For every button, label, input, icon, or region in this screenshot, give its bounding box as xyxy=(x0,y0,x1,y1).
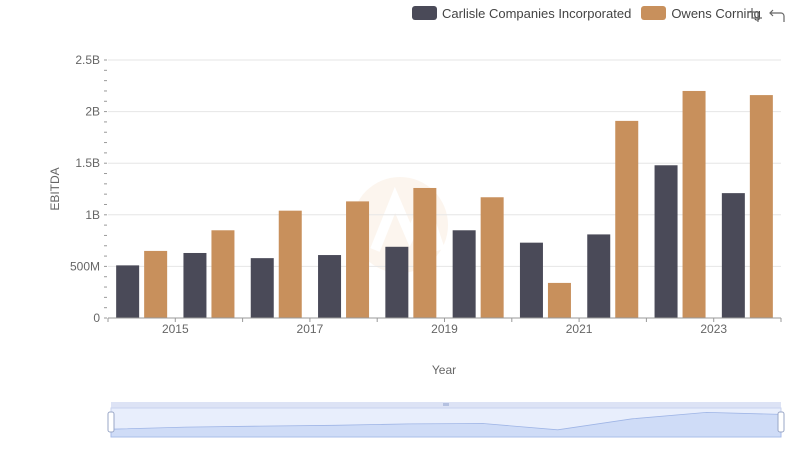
bar-owens-2014[interactable] xyxy=(144,250,168,318)
x-tick-label: 2019 xyxy=(431,322,458,336)
bar-carlisle-2017[interactable] xyxy=(318,255,342,318)
slider-grip[interactable] xyxy=(443,403,449,406)
legend-swatch-carlisle xyxy=(412,6,437,20)
bar-carlisle-2019[interactable] xyxy=(452,230,476,318)
y-tick-label: 1B xyxy=(85,208,100,222)
slider-handle-left[interactable] xyxy=(107,411,115,433)
restore-icon[interactable] xyxy=(768,6,786,24)
y-axis-title: EBITDA xyxy=(48,167,62,210)
bar-owens-2017[interactable] xyxy=(346,201,370,318)
bar-carlisle-2018[interactable] xyxy=(385,246,409,318)
y-tick-label: 2B xyxy=(85,105,100,119)
bar-owens-2021[interactable] xyxy=(615,120,639,318)
bar-carlisle-2021[interactable] xyxy=(587,234,611,318)
x-axis-title: Year xyxy=(432,363,456,377)
bar-owens-2019[interactable] xyxy=(480,197,504,318)
y-tick-label: 1.5B xyxy=(75,156,100,170)
legend: Carlisle Companies Incorporated Owens Co… xyxy=(412,4,771,22)
legend-item-carlisle[interactable]: Carlisle Companies Incorporated xyxy=(412,6,631,21)
slider-handle-right[interactable] xyxy=(777,411,785,433)
bars xyxy=(116,90,773,319)
bar-owens-2016[interactable] xyxy=(278,210,302,318)
zoom-icon[interactable] xyxy=(746,6,764,24)
bar-carlisle-2016[interactable] xyxy=(250,258,274,318)
legend-item-owens[interactable]: Owens Corning xyxy=(641,6,761,21)
y-axis-ticks: 0 500M 1B 1.5B 2B 2.5B xyxy=(70,53,100,325)
y-tick-label: 500M xyxy=(70,259,100,273)
bar-owens-2022[interactable] xyxy=(682,90,706,319)
bar-owens-2018[interactable] xyxy=(413,187,437,318)
bar-carlisle-2015[interactable] xyxy=(183,252,207,318)
y-tick-label: 0 xyxy=(93,311,100,325)
data-zoom-slider[interactable] xyxy=(107,402,785,438)
bar-owens-2023[interactable] xyxy=(749,95,773,318)
legend-label-carlisle: Carlisle Companies Incorporated xyxy=(442,5,632,21)
bar-owens-2015[interactable] xyxy=(211,230,235,318)
chart-toolbar xyxy=(746,6,790,24)
x-tick-label: 2015 xyxy=(162,322,189,336)
bar-carlisle-2020[interactable] xyxy=(519,242,543,318)
bar-carlisle-2023[interactable] xyxy=(721,193,745,318)
bar-carlisle-2022[interactable] xyxy=(654,165,678,318)
legend-label-owens: Owens Corning xyxy=(671,5,761,21)
x-axis-ticks: 2015 2017 2019 2021 2023 xyxy=(107,318,782,336)
y-tick-label: 2.5B xyxy=(75,53,100,67)
x-tick-label: 2017 xyxy=(297,322,324,336)
legend-swatch-owens xyxy=(641,6,667,20)
x-tick-label: 2021 xyxy=(566,322,593,336)
bar-owens-2020[interactable] xyxy=(547,282,571,318)
bar-carlisle-2014[interactable] xyxy=(116,265,140,318)
x-tick-label: 2023 xyxy=(700,322,727,336)
y-minor-ticks xyxy=(104,59,107,319)
